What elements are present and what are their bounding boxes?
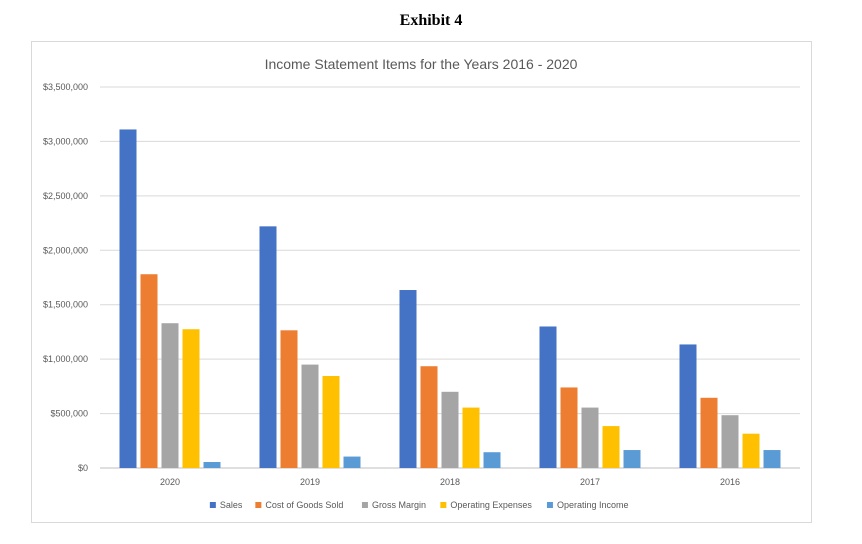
- bar-operating-income-2019: [343, 456, 361, 468]
- x-axis-tick-labels: 2020 2019 2018 2017 2016: [160, 477, 740, 487]
- bar-series: [119, 129, 781, 468]
- x-tick-label: 2019: [300, 477, 320, 487]
- legend-swatch: [255, 502, 262, 508]
- legend-swatch: [440, 502, 447, 508]
- bar-cost-of-goods-sold-2019: [280, 330, 298, 468]
- x-tick-label: 2016: [720, 477, 740, 487]
- y-tick-label: $3,500,000: [43, 82, 88, 92]
- bar-operating-income-2020: [203, 462, 221, 468]
- bar-operating-expenses-2017: [602, 426, 620, 468]
- bar-gross-margin-2019: [301, 364, 319, 468]
- bar-operating-expenses-2016: [742, 433, 760, 468]
- bar-gross-margin-2018: [441, 391, 459, 468]
- bar-operating-income-2017: [623, 450, 641, 468]
- bar-cost-of-goods-sold-2020: [140, 274, 158, 468]
- bar-cost-of-goods-sold-2017: [560, 387, 578, 468]
- bar-gross-margin-2020: [161, 323, 179, 468]
- x-tick-label: 2020: [160, 477, 180, 487]
- bar-sales-2017: [539, 326, 557, 468]
- bar-cost-of-goods-sold-2016: [700, 397, 718, 468]
- y-tick-label: $0: [78, 463, 88, 473]
- legend-label: Cost of Goods Sold: [265, 500, 343, 510]
- bar-sales-2018: [399, 290, 417, 468]
- y-tick-label: $1,500,000: [43, 300, 88, 310]
- y-tick-label: $1,000,000: [43, 354, 88, 364]
- y-tick-label: $3,000,000: [43, 136, 88, 146]
- legend-label: Sales: [220, 500, 243, 510]
- chart-title: Income Statement Items for the Years 201…: [265, 56, 578, 72]
- legend-swatch: [209, 502, 216, 508]
- legend-label: Operating Expenses: [450, 500, 532, 510]
- bar-sales-2016: [679, 344, 697, 468]
- gridlines: [100, 86, 800, 469]
- y-axis-tick-labels: $0 $500,000 $1,000,000 $1,500,000 $2,000,000…: [43, 82, 88, 473]
- x-tick-label: 2017: [580, 477, 600, 487]
- y-tick-label: $500,000: [50, 409, 88, 419]
- bar-cost-of-goods-sold-2018: [420, 366, 438, 468]
- legend: Sales Cost of Goods Sold Gross Margin Opera…: [209, 500, 629, 510]
- bar-operating-income-2016: [763, 450, 781, 468]
- y-tick-label: $2,000,000: [43, 245, 88, 255]
- bar-sales-2019: [259, 226, 277, 468]
- bar-operating-expenses-2018: [462, 407, 480, 468]
- bar-operating-expenses-2019: [322, 376, 340, 468]
- exhibit-title: Exhibit 4: [399, 12, 463, 29]
- legend-label: Operating Income: [557, 500, 629, 510]
- bar-operating-expenses-2020: [182, 329, 200, 468]
- y-tick-label: $2,500,000: [43, 191, 88, 201]
- bar-sales-2020: [119, 129, 137, 468]
- legend-swatch: [361, 502, 368, 508]
- x-tick-label: 2018: [440, 477, 460, 487]
- bar-gross-margin-2016: [721, 415, 739, 468]
- bar-gross-margin-2017: [581, 407, 599, 468]
- legend-swatch: [546, 502, 553, 508]
- bar-operating-income-2018: [483, 452, 501, 468]
- legend-label: Gross Margin: [372, 500, 426, 510]
